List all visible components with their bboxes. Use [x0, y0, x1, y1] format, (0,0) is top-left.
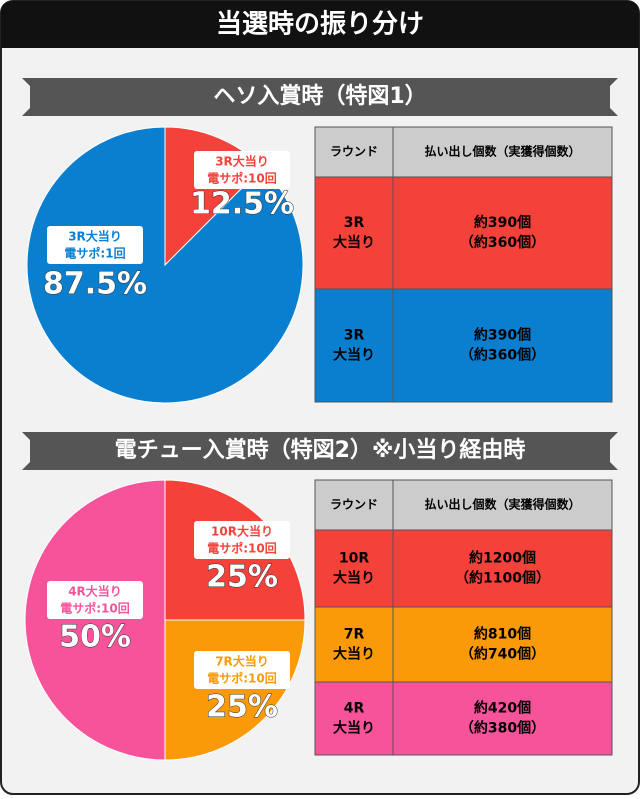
payout-cell: 約1200個: [469, 550, 536, 567]
slice-detail: 電サポ:10回: [207, 541, 277, 556]
label-box: [194, 151, 290, 189]
value-label: 50%: [59, 620, 131, 655]
value-label: 87.5%: [43, 267, 147, 302]
round-cell: 3R: [344, 215, 365, 231]
round-cell: 10R: [339, 551, 369, 567]
slice-detail: 電サポ:10回: [207, 671, 277, 686]
table-row: [314, 529, 613, 608]
round-cell: 大当り: [333, 234, 375, 251]
label-box: [47, 226, 143, 264]
table-header: [314, 126, 613, 178]
payout-cell: （約740個）: [460, 646, 545, 663]
slice-label: 3R大当り: [68, 229, 122, 244]
table-header-cell: ラウンド: [330, 498, 378, 512]
slice-detail: 電サポ:10回: [60, 601, 130, 616]
section-banner: [22, 432, 618, 470]
table-row: [314, 606, 613, 683]
section-title: ヘソ入賞時（特図1）: [213, 83, 426, 109]
round-cell: 4R: [344, 701, 365, 717]
section-title: 電チュー入賞時（特図2）※小当り経由時: [115, 437, 526, 463]
table-header-cell: ラウンド: [330, 145, 378, 159]
label-box: [194, 651, 290, 689]
section-banner: [22, 78, 618, 116]
payout-cell: 約390個: [474, 327, 531, 344]
slice-label: 3R大当り: [215, 154, 269, 169]
payout-cell: （約1100個）: [455, 570, 550, 587]
page-title: 当選時の振り分け: [216, 10, 424, 40]
value-label: 25%: [206, 560, 278, 595]
payout-cell: （約380個）: [460, 720, 545, 737]
slice-label: 4R大当り: [68, 584, 122, 599]
payout-cell: （約360個）: [460, 234, 545, 251]
payout-cell: 約420個: [474, 700, 531, 717]
pie-slice: [24, 479, 166, 761]
table-row: [314, 176, 613, 290]
table-header-cell: 払い出し個数（実獲得個数）: [424, 497, 580, 512]
table-row: [314, 288, 613, 403]
round-cell: 3R: [344, 328, 365, 344]
value-label: 25%: [206, 690, 278, 725]
round-cell: 大当り: [333, 570, 375, 587]
round-cell: 大当り: [333, 646, 375, 663]
table-row: [314, 681, 613, 756]
payout-cell: （約360個）: [460, 347, 545, 364]
table-header-cell: 払い出し個数（実獲得個数）: [424, 144, 580, 159]
label-box: [194, 521, 290, 559]
pie-slice: [26, 126, 304, 404]
payout-cell: 約390個: [474, 214, 531, 231]
round-cell: 大当り: [333, 720, 375, 737]
payout-cell: 約810個: [474, 626, 531, 643]
slice-detail: 電サポ:10回: [207, 171, 277, 186]
round-cell: 大当り: [333, 347, 375, 364]
table-header: [314, 479, 613, 531]
header-bar: [1, 1, 639, 48]
slice-label: 7R大当り: [215, 654, 269, 669]
value-label: 12.5%: [190, 187, 294, 222]
round-cell: 7R: [344, 627, 365, 643]
label-box: [47, 581, 143, 619]
slice-detail: 電サポ:1回: [64, 246, 125, 261]
slice-label: 10R大当り: [211, 524, 273, 539]
